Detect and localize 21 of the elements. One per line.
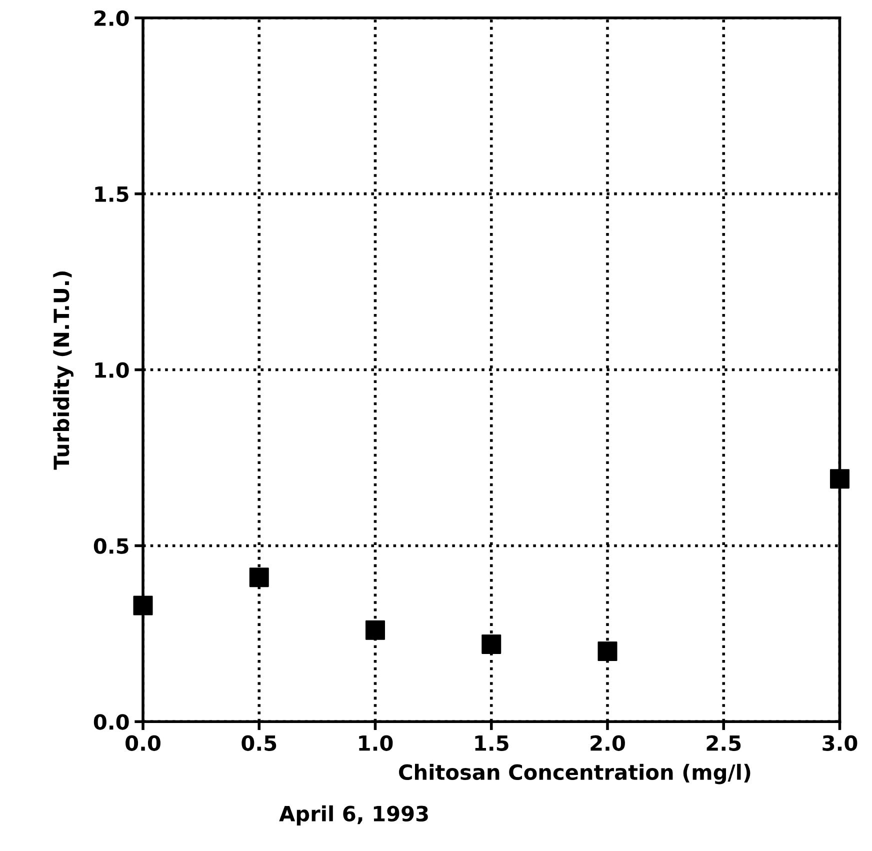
x-tick-label: 0.5: [242, 735, 276, 751]
x-tick-label: 2.5: [706, 735, 741, 751]
x-axis-title: Chitosan Concentration (mg/l): [399, 764, 750, 784]
point: [830, 469, 850, 489]
point: [249, 568, 269, 588]
x-tick-label: 1.0: [359, 735, 393, 751]
y-tick-label: 1.5: [95, 186, 128, 202]
point: [133, 596, 153, 616]
point: [598, 642, 618, 662]
y-tick-label: 0.0: [94, 714, 129, 730]
y-tick-label: 2.0: [94, 10, 129, 26]
x-tick-label: 0.0: [126, 735, 160, 751]
point: [482, 634, 502, 654]
point: [366, 620, 385, 640]
text: April 6, 1993: [279, 805, 428, 826]
y-axis-title: Turbidity (N.T.U.): [53, 271, 74, 470]
y-tick-label: 0.5: [94, 538, 128, 554]
x-tick-label: 1.5: [475, 735, 508, 751]
y-tick-label: 1.0: [95, 362, 129, 378]
x-tick-label: 2.0: [590, 735, 625, 751]
x-tick-label: 3.0: [822, 735, 858, 751]
